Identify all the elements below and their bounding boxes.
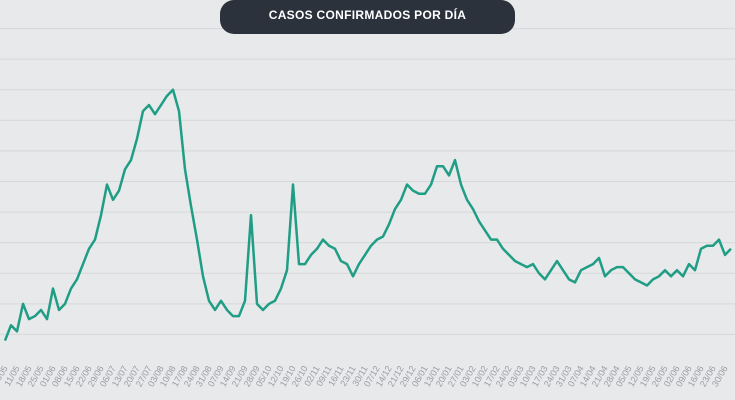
x-axis: 04/0511/0518/0525/0501/0608/0615/0622/06… bbox=[0, 364, 730, 389]
chart-title: CASOS CONFIRMADOS POR DÍA bbox=[269, 7, 467, 22]
data-line bbox=[3, 88, 732, 341]
title-pill bbox=[220, 0, 515, 34]
grid bbox=[0, 28, 735, 335]
x-tick-label: 04/05 bbox=[0, 364, 10, 389]
